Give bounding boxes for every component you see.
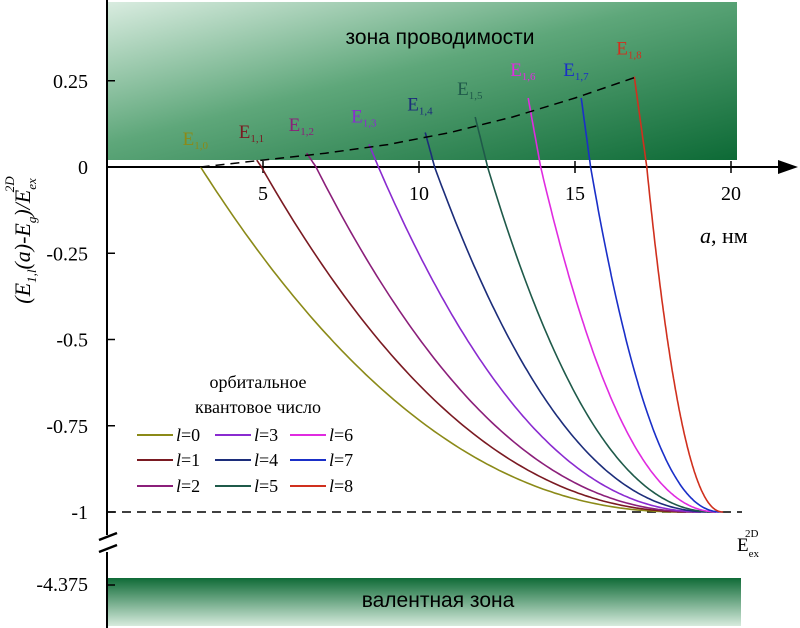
conduction-band-label: зона проводимости <box>346 26 535 49</box>
y-tick-label: 0.25 <box>53 71 88 93</box>
series-line-l=6 <box>527 97 719 513</box>
series-line-l=8 <box>633 76 724 513</box>
y-tick-label: 0 <box>78 157 88 179</box>
series-line-l=5 <box>474 116 716 513</box>
series-line-l=4 <box>424 132 713 513</box>
conduction-band-zone <box>107 2 737 160</box>
series-line-l=1 <box>256 159 694 513</box>
y-tick-label: -0.5 <box>56 330 88 352</box>
legend-item: l=6 <box>329 425 353 445</box>
y-axis-title: (E1,l(a)-Eg)/Eex2D <box>2 176 39 304</box>
series-line-l=0 <box>199 166 685 513</box>
axis-break-mark <box>98 531 118 542</box>
legend-item: l=0 <box>176 425 200 445</box>
valence-band-label: валентная зона <box>362 589 515 612</box>
series-line-l=2 <box>306 152 700 513</box>
x-tick-label: 5 <box>258 183 268 205</box>
y-tick-label: -1 <box>71 502 88 524</box>
exciton-label: Eex2D <box>737 528 759 560</box>
valence-band-zone <box>107 578 741 626</box>
y-tick-label: -4.375 <box>36 574 88 596</box>
legend-item: l=1 <box>176 450 200 470</box>
y-tick-label: -0.25 <box>46 243 88 265</box>
legend-item: l=7 <box>329 450 353 470</box>
legend-item: l=2 <box>176 476 200 496</box>
axis-break-mark <box>98 543 118 554</box>
y-tick-label: -0.75 <box>46 416 88 438</box>
legend-item: l=8 <box>329 476 353 496</box>
x-tick-label: 15 <box>565 183 585 205</box>
legend-item: l=4 <box>254 450 278 470</box>
x-axis-title: a, нм <box>700 223 748 248</box>
x-tick-label: 20 <box>721 183 741 205</box>
x-axis-arrow <box>778 160 798 174</box>
legend-item: l=5 <box>254 476 278 496</box>
legend-item: l=3 <box>254 425 278 445</box>
series-line-l=7 <box>580 97 722 513</box>
legend-title: орбитальное <box>209 372 306 392</box>
x-tick-label: 10 <box>409 183 429 205</box>
legend-title: квантовое число <box>195 397 321 417</box>
series-line-l=3 <box>368 144 706 513</box>
